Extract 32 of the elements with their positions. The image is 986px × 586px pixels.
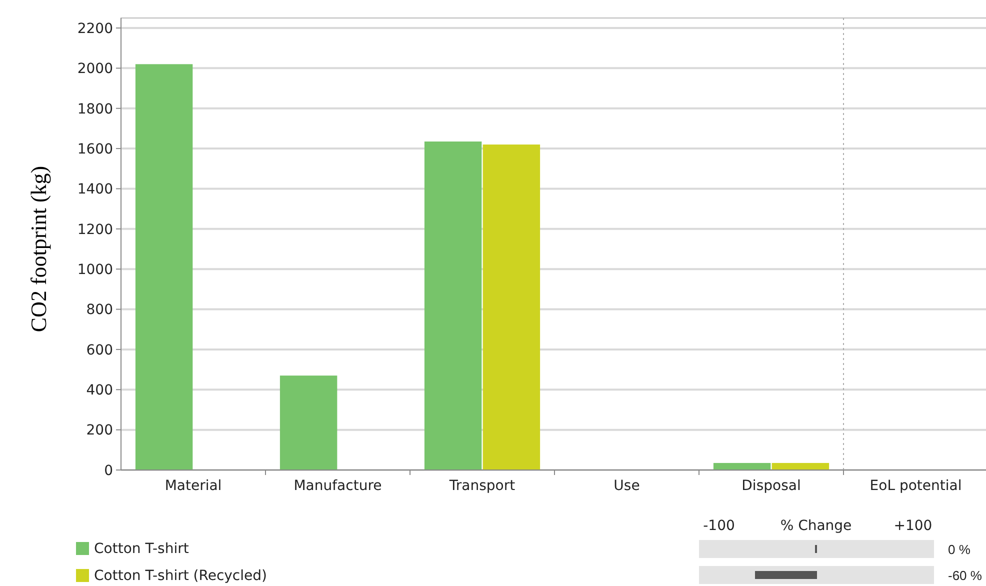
x-tick-label: EoL potential	[870, 478, 962, 494]
x-tick-label: Material	[164, 478, 222, 494]
bar	[772, 462, 830, 470]
text: 0 %	[948, 542, 971, 557]
y-tick-label: 2200	[77, 20, 113, 37]
bar	[713, 462, 771, 470]
y-tick-label: 1400	[77, 182, 113, 198]
text: -60 %	[948, 568, 982, 583]
y-tick-label: 600	[86, 342, 113, 358]
text: % Change	[780, 518, 852, 534]
y-tick-label: 800	[86, 302, 113, 318]
y-tick-label: 2000	[77, 61, 113, 78]
y-tick-label: 1000	[77, 262, 113, 278]
x-tick-label: Transport	[448, 478, 516, 494]
y-tick-label: 0	[104, 462, 113, 479]
y-tick-label: 400	[86, 382, 113, 399]
legend-label: Cotton T-shirt	[94, 541, 190, 557]
y-tick-label: 1200	[77, 222, 113, 238]
x-tick-label: Disposal	[742, 478, 801, 494]
bar	[424, 142, 482, 470]
bar	[482, 144, 540, 470]
text: +100	[894, 518, 932, 534]
text: -100	[703, 518, 735, 534]
y-axis-title: CO2 footprint (kg)	[26, 166, 51, 332]
bar	[135, 64, 193, 470]
x-tick-label: Use	[614, 478, 640, 494]
bar	[280, 376, 338, 470]
y-tick-label: 1600	[77, 141, 113, 158]
y-tick-label: 1800	[77, 101, 113, 118]
y-tick-label: 200	[86, 422, 113, 439]
x-tick-label: Manufacture	[294, 478, 382, 494]
legend-label: Cotton T-shirt (Recycled)	[94, 568, 267, 584]
